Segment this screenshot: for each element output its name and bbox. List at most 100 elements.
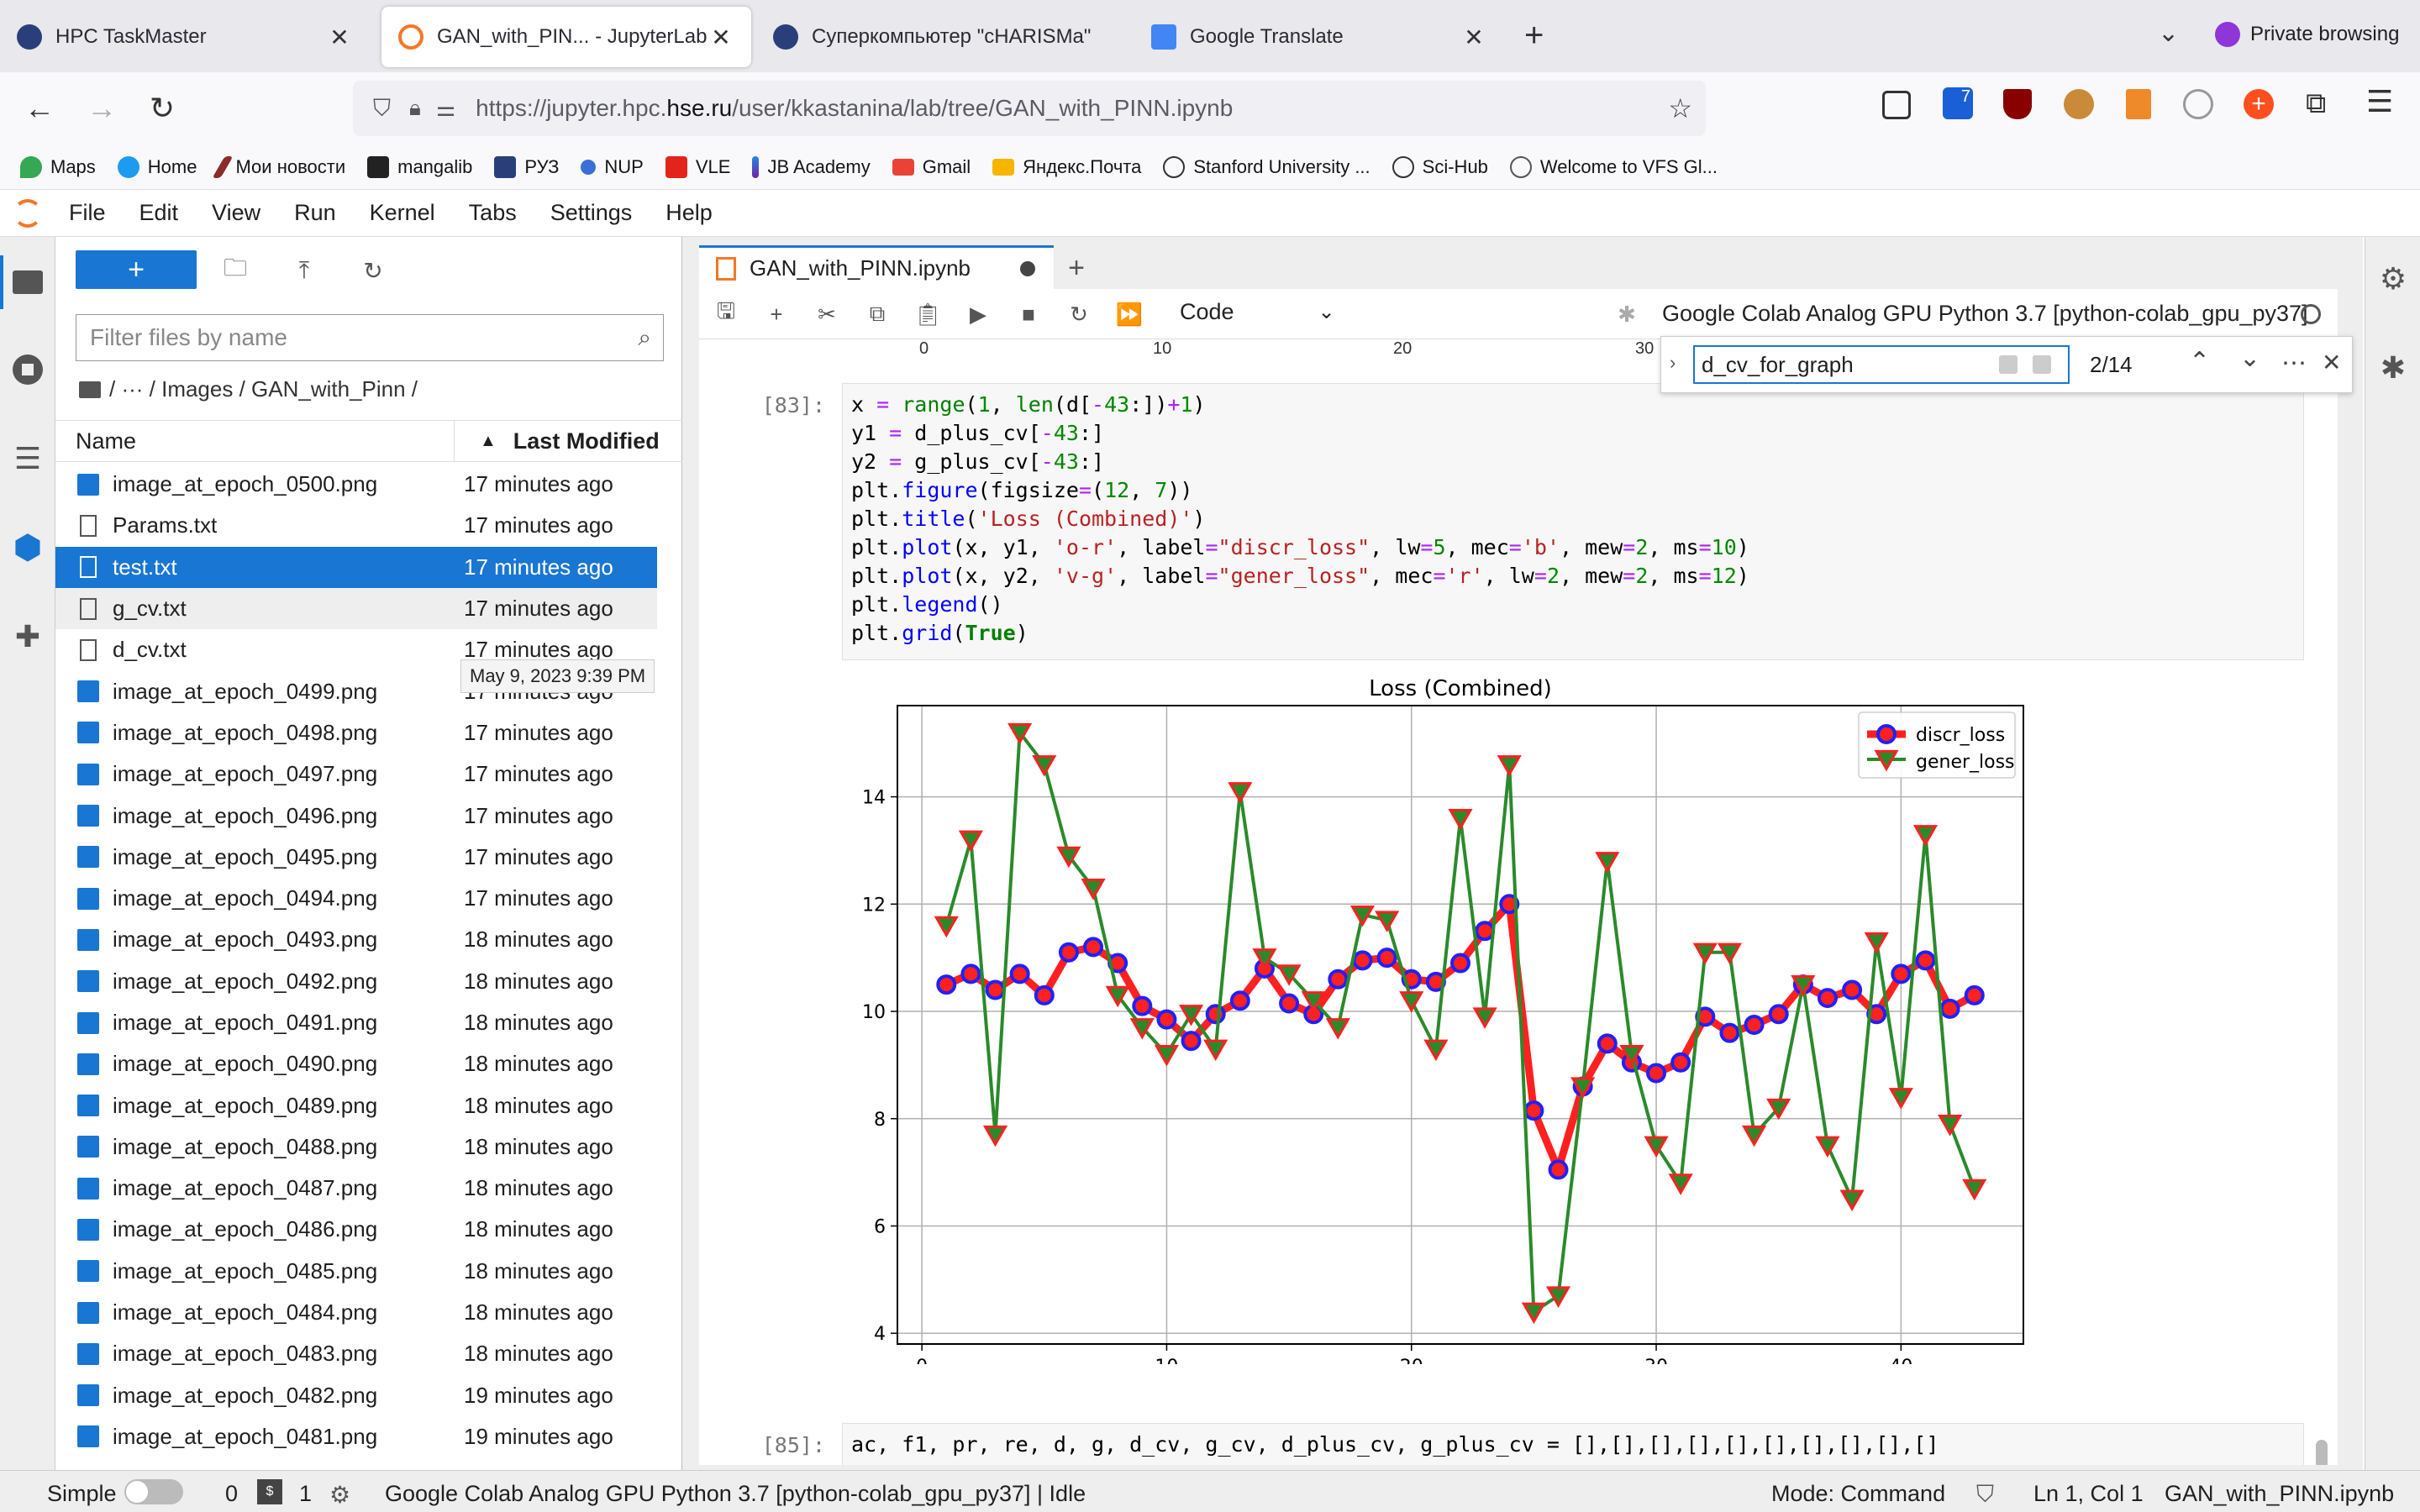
menu-edit[interactable]: Edit xyxy=(139,200,179,225)
new-tab-icon[interactable]: + xyxy=(1524,17,1544,54)
file-row[interactable]: image_at_epoch_0489.png 18 minutes ago xyxy=(55,1084,657,1126)
bookmark-stanford[interactable]: Stanford University ... xyxy=(1163,155,1370,178)
hamburger-menu-icon[interactable]: ☰ xyxy=(2366,84,2394,118)
file-row[interactable]: test.txt 17 minutes ago xyxy=(55,546,657,588)
forward-arrow-icon[interactable]: → xyxy=(87,91,117,125)
kernel-status-text[interactable]: Google Colab Analog GPU Python 3.7 [pyth… xyxy=(385,1481,1086,1506)
file-row[interactable]: image_at_epoch_0491.png 18 minutes ago xyxy=(55,1002,657,1043)
new-folder-icon[interactable]: 🗀︎ xyxy=(223,255,247,281)
code-cell-85[interactable]: ac, f1, pr, re, d, g, d_cv, g_cv, d_plus… xyxy=(842,1423,2304,1465)
browser-tab-hpc-taskmaster[interactable]: HPC TaskMaster ✕ xyxy=(0,7,370,67)
match-case-icon[interactable] xyxy=(1999,355,2018,374)
code-editor[interactable]: x = range(1, len(d[-43:])+1) y1 = d_plus… xyxy=(851,392,1749,645)
file-row[interactable]: image_at_epoch_0490.png 18 minutes ago xyxy=(55,1043,657,1084)
file-row[interactable]: d_cv.txt 17 minutes ago xyxy=(55,629,657,670)
table-of-contents-icon[interactable]: ☰ xyxy=(13,441,42,475)
menu-view[interactable]: View xyxy=(212,200,261,225)
browser-tab-google-translate[interactable]: Google Translate ✕ xyxy=(1134,7,1504,67)
bookmark-mangalib[interactable]: mangalib xyxy=(367,155,472,178)
folder-icon[interactable] xyxy=(9,264,46,301)
toggle-replace-chevron-icon[interactable]: › xyxy=(1670,352,1676,373)
file-row[interactable]: image_at_epoch_0500.png 17 minutes ago xyxy=(55,464,657,505)
close-tab-icon[interactable]: ✕ xyxy=(329,24,350,50)
reload-icon[interactable]: ↻ xyxy=(149,91,176,125)
cut-icon[interactable]: ✂ xyxy=(818,301,836,327)
column-name-header[interactable]: Name xyxy=(76,428,137,454)
file-row[interactable]: image_at_epoch_0481.png 19 minutes ago xyxy=(55,1416,657,1457)
menu-run[interactable]: Run xyxy=(294,200,336,225)
unsaved-dot-icon[interactable] xyxy=(1020,260,1035,276)
kernel-chip-icon[interactable]: ⚙ xyxy=(329,1482,351,1508)
breadcrumb[interactable]: / ··· / Images / GAN_with_Pinn / xyxy=(79,376,418,402)
extension-hexagon-icon[interactable]: ⬢ xyxy=(13,529,43,566)
cursor-position[interactable]: Ln 1, Col 1 xyxy=(2033,1481,2144,1506)
file-row[interactable]: image_at_epoch_0492.png 18 minutes ago xyxy=(55,961,657,1002)
trash-extension-icon[interactable] xyxy=(2126,89,2151,119)
sort-ascending-icon[interactable]: ▲ xyxy=(480,431,497,450)
back-arrow-icon[interactable]: ← xyxy=(24,91,55,125)
code-cell-83[interactable]: x = range(1, len(d[-43:])+1) y1 = d_plus… xyxy=(842,383,2304,660)
menu-help[interactable]: Help xyxy=(666,200,713,225)
bookmark-news[interactable]: Мои новости xyxy=(212,155,345,178)
bookmark-jb-academy[interactable]: JB Academy xyxy=(752,155,871,178)
bookmark-ruz[interactable]: РУЗ xyxy=(494,155,559,178)
cell-type-select[interactable]: Code ⌄ xyxy=(1180,299,1335,325)
file-row[interactable]: g_cv.txt 17 minutes ago xyxy=(55,587,657,630)
bookmark-vle[interactable]: VLE xyxy=(665,155,730,178)
close-find-icon[interactable]: ✕ xyxy=(2322,349,2342,375)
bookmark-scihub[interactable]: Sci-Hub xyxy=(1392,155,1488,178)
menu-kernel[interactable]: Kernel xyxy=(369,200,435,225)
previous-match-chevron-up-icon[interactable]: ⌃ xyxy=(2189,348,2211,375)
insert-cell-icon[interactable]: + xyxy=(770,301,783,327)
file-row[interactable]: image_at_epoch_0498.png 17 minutes ago xyxy=(55,712,657,753)
trust-shield-icon[interactable]: ⛉ xyxy=(1976,1481,1995,1507)
bookmark-star-icon[interactable]: ☆ xyxy=(1668,93,1692,123)
browser-tab-charisma[interactable]: Суперкомпьютер "cHARISMa" xyxy=(756,7,1118,67)
breadcrumb-path[interactable]: / ··· / Images / GAN_with_Pinn / xyxy=(109,376,418,402)
next-match-chevron-down-icon[interactable]: ⌄ xyxy=(2239,344,2261,372)
list-tabs-chevron-icon[interactable]: ⌄ xyxy=(2158,19,2180,47)
running-sessions-icon[interactable] xyxy=(9,351,46,388)
pocket-icon[interactable] xyxy=(1882,91,1911,119)
kernel-name[interactable]: Google Colab Analog GPU Python 3.7 [pyth… xyxy=(1662,301,2308,326)
column-modified-header[interactable]: Last Modified xyxy=(513,428,660,454)
property-inspector-gears-icon[interactable]: ⚙ xyxy=(2379,261,2407,296)
file-row[interactable]: image_at_epoch_0485.png 18 minutes ago xyxy=(55,1251,657,1292)
restart-kernel-icon[interactable]: ↻ xyxy=(1070,301,1088,327)
menu-file[interactable]: File xyxy=(69,200,106,225)
file-row[interactable]: image_at_epoch_0482.png 19 minutes ago xyxy=(55,1375,657,1416)
ublock-shield-icon[interactable] xyxy=(2003,89,2032,119)
home-folder-icon[interactable] xyxy=(79,381,101,398)
bookmark-home[interactable]: Home xyxy=(117,155,197,178)
file-row[interactable]: Params.txt 17 minutes ago xyxy=(55,505,657,546)
close-tab-icon[interactable]: ✕ xyxy=(1464,24,1484,50)
plus-extension-icon[interactable]: + xyxy=(2244,89,2274,119)
debugger-bug-icon[interactable]: ✱ xyxy=(2380,350,2407,385)
stop-icon[interactable]: ■ xyxy=(1022,301,1035,327)
bookmark-nup[interactable]: NUP xyxy=(581,156,644,178)
file-row[interactable]: image_at_epoch_0484.png 18 minutes ago xyxy=(55,1292,657,1333)
notebook-content[interactable]: 0 10 20 30 [83]: x = range(1, len(d[-43:… xyxy=(699,339,2338,1465)
code-editor[interactable]: ac, f1, pr, re, d, g, d_cv, g_cv, d_plus… xyxy=(851,1432,1939,1457)
file-row[interactable]: image_at_epoch_0496.png 17 minutes ago xyxy=(55,795,657,836)
find-input[interactable]: d_cv_for_graph xyxy=(1693,345,2070,384)
file-row[interactable]: image_at_epoch_0487.png 18 minutes ago xyxy=(55,1168,657,1209)
upload-icon[interactable]: ⤒ xyxy=(298,256,310,283)
more-options-icon[interactable]: ⋯ xyxy=(2281,349,2307,377)
copy-icon[interactable]: ⧉ xyxy=(869,301,886,326)
paste-icon[interactable]: 📋︎ xyxy=(913,301,942,327)
restart-run-all-icon[interactable]: ⏩ xyxy=(1115,301,1144,327)
debugger-bug-icon[interactable]: ✱ xyxy=(1618,301,1636,327)
browser-tab-jupyterlab[interactable]: GAN_with_PIN... - JupyterLab ✕ xyxy=(381,7,751,67)
lock-icon[interactable]: 🔒︎ xyxy=(409,95,421,120)
terminal-icon[interactable]: $ xyxy=(257,1479,282,1504)
globe-extension-icon[interactable] xyxy=(2183,89,2213,119)
file-row[interactable]: image_at_epoch_0495.png 17 minutes ago xyxy=(55,837,657,878)
notebook-tab[interactable]: GAN_with_PINN.ipynb xyxy=(699,245,1054,289)
menu-tabs[interactable]: Tabs xyxy=(468,200,517,225)
permissions-icon[interactable]: ⚌ xyxy=(435,95,456,121)
file-row[interactable]: image_at_epoch_0483.png 18 minutes ago xyxy=(55,1333,657,1374)
url-text[interactable]: https://jupyter.hpc.hse.ru/user/kkastani… xyxy=(476,95,1233,122)
bookmark-vfs[interactable]: Welcome to VFS Gl... xyxy=(1509,155,1718,178)
bookmark-yandex-mail[interactable]: Яндекс.Почта xyxy=(992,156,1141,178)
